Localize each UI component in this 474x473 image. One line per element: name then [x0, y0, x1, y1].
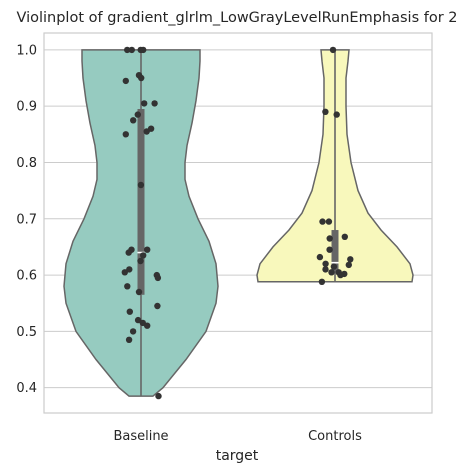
data-point [319, 218, 326, 225]
y-tick-label: 0.9 [16, 100, 37, 115]
data-point [125, 336, 133, 343]
data-point [121, 269, 128, 276]
y-tick-label: 0.8 [16, 156, 37, 171]
violins [63, 49, 414, 397]
data-point [347, 256, 354, 263]
data-point [134, 316, 142, 324]
data-point [144, 246, 151, 253]
iqr-box-controls [331, 230, 339, 273]
data-point [137, 257, 144, 265]
data-point [129, 328, 137, 335]
data-point [134, 111, 141, 118]
data-point [329, 46, 337, 54]
y-tick-label: 0.6 [16, 269, 37, 284]
data-point [140, 252, 147, 259]
data-point [322, 108, 329, 116]
data-point [318, 278, 326, 285]
plot-frame [43, 32, 433, 414]
data-point [137, 181, 145, 189]
x-axis-label: target [216, 448, 259, 464]
data-point [337, 271, 344, 279]
data-point [341, 233, 348, 240]
data-point [124, 283, 131, 290]
data-point [144, 322, 151, 329]
x-tick-label: Baseline [113, 429, 168, 444]
data-point [333, 111, 340, 118]
data-point [140, 46, 147, 54]
y-tick-labels: 0.4 0.5 0.6 0.7 0.8 0.9 1.0 [16, 43, 37, 396]
y-tick-label: 0.4 [16, 381, 37, 396]
iqr-box-baseline [137, 109, 145, 295]
data-point [143, 128, 150, 135]
data-point [135, 288, 143, 296]
chart-title: Violinplot of gradient_glrlm_LowGrayLeve… [16, 10, 457, 26]
y-tick-label: 1.0 [16, 43, 37, 58]
data-point [345, 261, 352, 269]
data-point [141, 100, 148, 107]
data-point [326, 235, 333, 242]
data-point [126, 308, 133, 315]
data-point [125, 249, 132, 256]
y-tick-label: 0.7 [16, 212, 37, 227]
data-point [154, 274, 162, 282]
x-tick-label: Controls [308, 429, 362, 444]
data-point [122, 131, 129, 138]
x-tick-labels: Baseline Controls [113, 429, 362, 444]
data-point [124, 46, 131, 54]
data-point [325, 218, 333, 225]
data-point [122, 77, 129, 85]
data-point [316, 253, 324, 261]
data-point [330, 263, 338, 270]
y-tick-label: 0.5 [16, 325, 37, 340]
data-point [138, 74, 145, 82]
strip-points [121, 46, 354, 400]
data-point [328, 269, 335, 276]
data-point [322, 266, 329, 273]
data-point [151, 100, 158, 107]
data-point [128, 46, 135, 54]
data-point [155, 392, 162, 400]
data-point [154, 302, 161, 310]
data-point [322, 260, 329, 267]
data-point [326, 246, 333, 253]
data-point [130, 117, 137, 124]
